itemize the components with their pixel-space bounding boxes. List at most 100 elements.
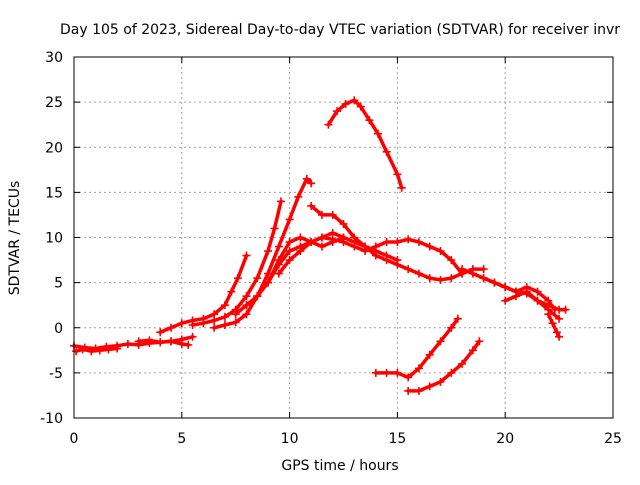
- data-point: [188, 321, 197, 330]
- data-point: [382, 256, 391, 265]
- data-point: [393, 170, 402, 179]
- data-point: [210, 323, 219, 332]
- data-point: [328, 210, 337, 219]
- data-point: [436, 377, 445, 386]
- data-point: [270, 224, 279, 233]
- data-point: [134, 337, 143, 346]
- data-point: [220, 312, 229, 321]
- data-point: [220, 321, 229, 330]
- data-point: [113, 344, 122, 353]
- data-point: [95, 346, 104, 355]
- data-point: [242, 310, 251, 319]
- data-point: [373, 129, 382, 138]
- data-point: [302, 174, 311, 183]
- x-tick-label: 0: [70, 431, 79, 447]
- data-point: [393, 260, 402, 269]
- data-point: [453, 314, 462, 323]
- data-point: [145, 336, 154, 345]
- data-point: [233, 274, 242, 283]
- chart-title: Day 105 of 2023, Sidereal Day-to-day VTE…: [60, 22, 620, 38]
- data-point: [156, 338, 165, 347]
- series-track-4: [156, 251, 251, 337]
- data-point: [382, 238, 391, 247]
- data-point: [350, 233, 359, 242]
- data-point: [294, 192, 303, 201]
- data-point: [242, 292, 251, 301]
- data-point: [317, 233, 326, 242]
- data-point: [274, 260, 283, 269]
- data-point: [156, 328, 165, 337]
- data-point: [307, 179, 316, 188]
- series-line: [190, 199, 283, 327]
- data-point: [339, 219, 348, 228]
- series-track-10: [307, 201, 488, 284]
- data-point: [72, 347, 81, 356]
- x-tick-label: 10: [281, 431, 299, 447]
- data-point: [220, 301, 229, 310]
- data-point: [307, 201, 316, 210]
- y-tick-label: 20: [45, 140, 63, 156]
- data-point: [188, 332, 197, 341]
- data-point: [307, 238, 316, 247]
- data-point: [264, 247, 273, 256]
- data-point: [414, 364, 423, 373]
- series-line: [546, 312, 561, 339]
- data-point: [371, 251, 380, 260]
- data-point: [285, 238, 294, 247]
- data-point: [414, 386, 423, 395]
- y-tick-label: 10: [45, 231, 63, 247]
- data-point: [184, 340, 193, 349]
- series-track-2: [72, 344, 122, 356]
- data-point: [548, 319, 557, 328]
- y-tick-label: 30: [45, 50, 63, 66]
- data-point: [555, 314, 564, 323]
- series-track-11: [324, 96, 406, 192]
- data-point: [397, 183, 406, 192]
- data-point: [414, 238, 423, 247]
- data-point: [436, 337, 445, 346]
- x-tick-label: 15: [388, 431, 406, 447]
- x-tick-labels: 0 5 10 15 20 25: [70, 431, 622, 447]
- data-point: [490, 278, 499, 287]
- data-point: [404, 235, 413, 244]
- y-tick-label: 5: [54, 276, 63, 292]
- data-point: [104, 345, 113, 354]
- series-track-13: [479, 274, 559, 314]
- data-point: [475, 337, 484, 346]
- data-point: [339, 238, 348, 247]
- data-point: [361, 242, 370, 251]
- data-point: [274, 242, 283, 251]
- data-point: [328, 235, 337, 244]
- series-track-3: [134, 336, 193, 349]
- data-point: [458, 359, 467, 368]
- y-tick-label: -10: [40, 411, 63, 427]
- x-tick-label: 20: [496, 431, 514, 447]
- series-track-14: [501, 287, 570, 314]
- data-point: [242, 301, 251, 310]
- data-point: [458, 265, 467, 274]
- data-point: [78, 345, 87, 354]
- data-point: [167, 323, 176, 332]
- data-point: [285, 256, 294, 265]
- data-point: [317, 210, 326, 219]
- data-point: [393, 368, 402, 377]
- x-axis-label: GPS time / hours: [281, 458, 398, 474]
- data-point: [544, 310, 553, 319]
- series-track-5: [188, 197, 285, 330]
- data-point: [167, 337, 176, 346]
- data-point: [317, 242, 326, 251]
- data-point: [199, 319, 208, 328]
- data-point: [242, 251, 251, 260]
- data-point: [447, 368, 456, 377]
- data-point: [324, 120, 333, 129]
- data-point: [177, 319, 186, 328]
- y-tick-label: 0: [54, 321, 63, 337]
- grid: [74, 57, 613, 418]
- data-point: [264, 278, 273, 287]
- data-point: [544, 301, 553, 310]
- y-tick-label: -5: [49, 366, 63, 382]
- y-tick-label: 15: [45, 185, 63, 201]
- data-point: [425, 350, 434, 359]
